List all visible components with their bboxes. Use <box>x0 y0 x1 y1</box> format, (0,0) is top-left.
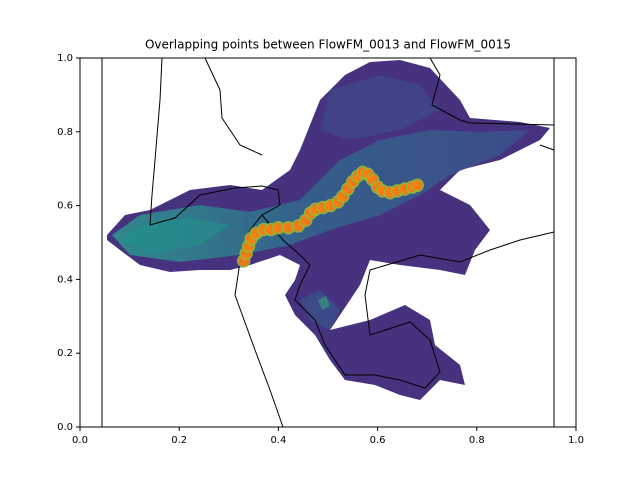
x-tick-label: 0.4 <box>270 435 286 446</box>
y-tick-label: 0.6 <box>57 201 73 212</box>
boundary-lines <box>101 57 555 428</box>
y-tick-label: 0.2 <box>57 348 73 359</box>
y-tick-label: 0.8 <box>57 127 73 138</box>
point <box>410 178 425 193</box>
y-tick-label: 0.4 <box>57 274 73 285</box>
x-tick-label: 0.8 <box>469 435 485 446</box>
y-tick-label: 1.0 <box>57 53 73 64</box>
x-tick-label: 0.6 <box>370 435 386 446</box>
x-tick-label: 1.0 <box>568 435 584 446</box>
x-tick-label: 0.2 <box>171 435 187 446</box>
chart-title: Overlapping points between FlowFM_0013 a… <box>145 38 511 52</box>
y-tick-label: 0.0 <box>57 422 73 433</box>
axes-frame <box>79 57 577 428</box>
x-tick-label: 0.0 <box>72 435 88 446</box>
mesh-field <box>107 60 550 400</box>
